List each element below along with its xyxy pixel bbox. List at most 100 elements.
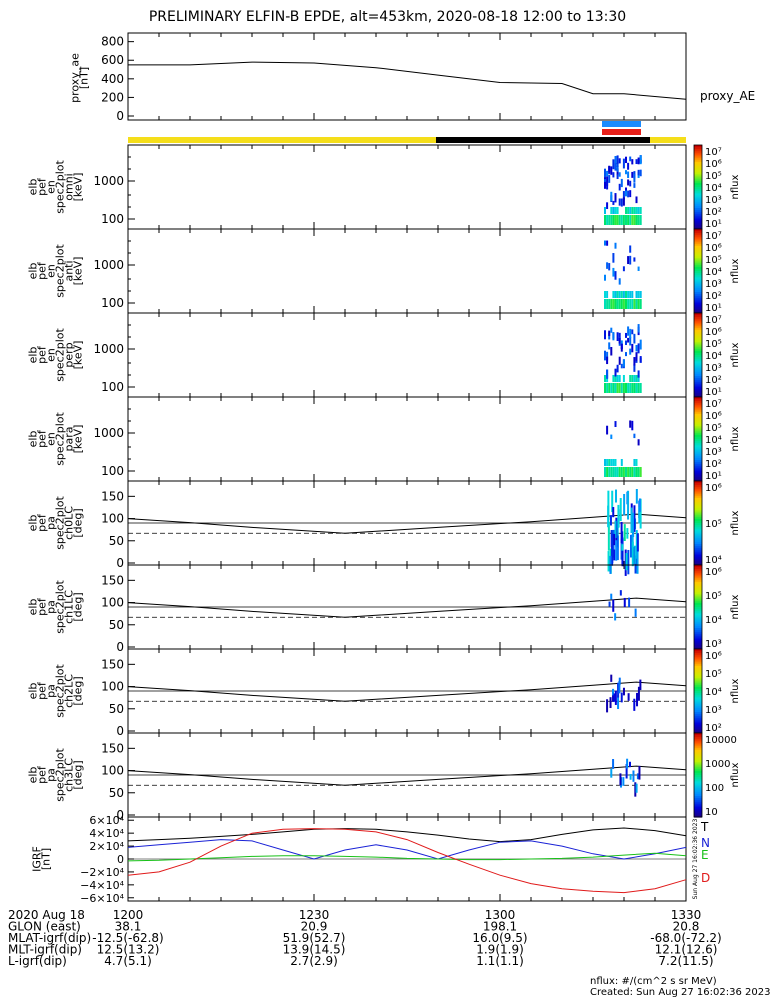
colorbar-segment (694, 310, 702, 314)
colorbar-segment (694, 537, 702, 541)
colorbar-tick-label: 10⁷ (705, 147, 722, 158)
colorbar-segment (694, 733, 702, 736)
spectrogram-pixel (629, 207, 632, 214)
spectrogram-pixel (639, 467, 642, 477)
spectrogram-pixel (625, 332, 627, 338)
colorbar-segment (694, 426, 702, 430)
spectrogram-pixel (633, 375, 636, 382)
pitch-angle-pixel (633, 698, 636, 711)
colorbar-frame (693, 732, 703, 818)
colorbar-segment (694, 701, 702, 705)
spec-y-tick-label: 1000 (93, 342, 124, 356)
spectrogram-pixel (637, 207, 640, 214)
colorbar-segment (694, 170, 702, 173)
colorbar-segment (694, 724, 702, 728)
pitch-angle-pixel (613, 693, 616, 702)
spec-y-tick-label: 1000 (93, 174, 124, 188)
igrf-y-tick-label: 6×10⁴ (89, 814, 124, 827)
colorbar-segment (694, 399, 702, 402)
spectrogram-pixel (610, 383, 613, 393)
pa-y-tick-label: 0 (116, 556, 124, 570)
pitch-angle-pixel (622, 777, 625, 786)
y-axis-label-line: en (45, 348, 58, 362)
colorbar-segment (694, 172, 702, 175)
pitch-angle-pixel (629, 773, 632, 780)
spectrogram-pixel (614, 215, 617, 225)
spectrogram-pixel (618, 375, 621, 382)
footer-cell: GLON (east) (8, 920, 81, 934)
igrf-legend-n: N (701, 836, 710, 850)
pitch-angle-pixel (627, 490, 630, 520)
spectrogram-pixel (627, 383, 630, 393)
spectrogram-pixel (639, 383, 642, 393)
colorbar-segment (694, 151, 702, 154)
spectrogram-pixel (608, 330, 611, 336)
pitch-angle-pixel (636, 546, 639, 574)
colorbar-segment (694, 779, 702, 782)
colorbar-tick-label: 10³ (705, 447, 722, 458)
igrf-y-tick-label: −2×10⁴ (80, 866, 124, 879)
colorbar-label: nflux (730, 678, 741, 703)
igrf-d-line (127, 828, 687, 894)
spectrogram-pixel (627, 337, 630, 343)
colorbar-segment (694, 432, 702, 436)
colorbar-segment (694, 667, 702, 671)
colorbar-segment (694, 483, 702, 486)
pitch-angle-pixel (619, 773, 622, 786)
spectrogram-pixel (616, 332, 619, 342)
pitch-angle-pixel (623, 597, 626, 608)
pitch-angle-pixel (611, 533, 614, 564)
colorbar-segment (694, 428, 702, 432)
colorbar-segment (694, 197, 702, 201)
y-axis-label-line: en (45, 180, 58, 194)
colorbar-segment (694, 195, 702, 199)
colorbar-segment (694, 445, 702, 448)
spectrogram-pixel (612, 383, 615, 393)
colorbar-segment (694, 415, 702, 419)
y-axis-label-line: ch2LC (63, 674, 76, 708)
colorbar-segment (694, 369, 702, 373)
footer-cell: 1.1(1.1) (476, 954, 524, 968)
nflux-units: nflux: #/(cm^2 s sr MeV) (590, 976, 717, 987)
colorbar-segment (694, 266, 702, 270)
spec-y-tick-label: 100 (101, 464, 124, 478)
colorbar-tick-label: 10⁷ (705, 399, 722, 410)
footer-cell: -12.5(-62.8) (92, 931, 163, 945)
spectrogram-pixel (618, 356, 621, 365)
spectrogram-pixel (616, 215, 619, 225)
igrf-y-label: IGRF[nT] (31, 846, 53, 872)
spectrogram-pixel (616, 174, 619, 180)
spectrogram-pixel (631, 207, 634, 214)
spectrogram-pixel (629, 215, 632, 225)
y-axis-label-line: pa (45, 600, 58, 614)
spectrogram-pixel (620, 291, 623, 298)
y-axis-label-line: spec2plot (54, 412, 67, 466)
spectrogram-pixel (627, 171, 630, 179)
colorbar-segment (694, 378, 702, 381)
colorbar-segment (694, 254, 702, 257)
spectrogram-pixel (625, 299, 627, 309)
colorbar-segment (694, 676, 702, 679)
pitch-angle-pixel (639, 679, 642, 691)
colorbar-segment (694, 707, 702, 711)
spectrogram-pixel (608, 383, 611, 393)
colorbar-segment (694, 271, 702, 274)
spectrogram-pixel (606, 459, 609, 466)
pitch-angle-pixel (634, 782, 637, 797)
colorbar-segment (694, 462, 702, 465)
colorbar-label-text: nflux (730, 594, 741, 619)
colorbar-segment (694, 355, 702, 358)
spectrogram-pixel (629, 375, 632, 382)
colorbar-segment (694, 212, 702, 215)
colorbar-segment (694, 460, 702, 463)
colorbar-segment (694, 529, 702, 532)
spectrogram-pixel (631, 329, 634, 335)
colorbar-segment (694, 502, 702, 505)
colorbar-segment (694, 380, 702, 383)
colorbar-label: nflux (730, 426, 741, 451)
colorbar-segment (694, 191, 702, 194)
colorbar-segment (694, 365, 702, 369)
colorbar-segment (694, 424, 702, 427)
colorbar-tick-label: 10⁵ (705, 669, 722, 680)
proxy-y-tick-label: 800 (101, 35, 124, 49)
